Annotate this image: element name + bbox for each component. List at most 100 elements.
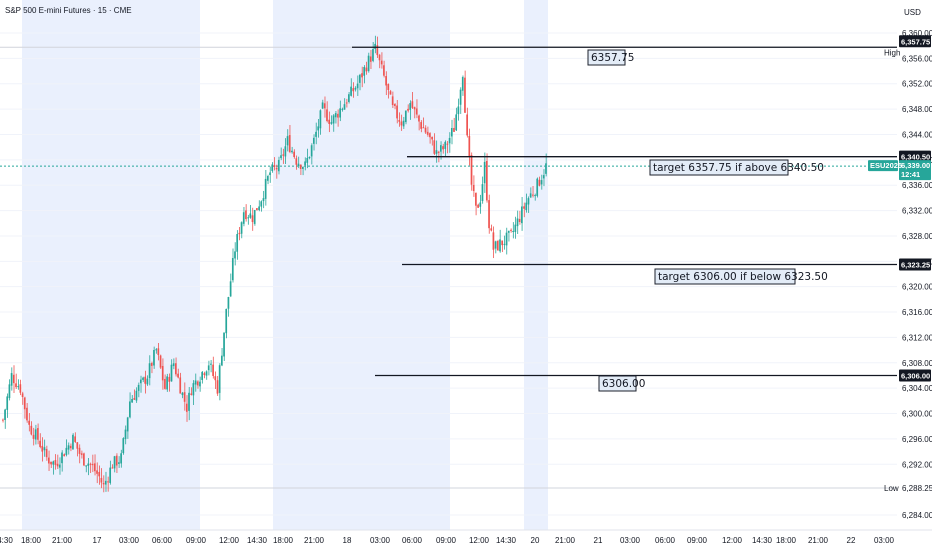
candle-body — [190, 393, 193, 395]
candle — [523, 202, 525, 218]
y-tick-label: 6,296.00 — [902, 435, 932, 444]
candle-body — [247, 217, 249, 219]
candle — [525, 193, 528, 213]
candle-body — [330, 122, 333, 124]
candle-body — [376, 45, 379, 56]
candle — [418, 114, 420, 131]
candle — [236, 230, 239, 260]
candle-body — [308, 157, 311, 159]
candle — [26, 403, 28, 423]
candle — [534, 193, 536, 201]
candle-body — [481, 184, 484, 202]
candle-body — [507, 230, 510, 233]
candle — [142, 376, 144, 383]
candle — [96, 462, 98, 484]
candle — [242, 206, 245, 227]
candle-body — [4, 409, 6, 420]
candle-body — [196, 381, 199, 386]
candle-body — [337, 113, 339, 118]
candle — [32, 427, 35, 446]
candle-body — [238, 232, 241, 235]
candle — [442, 143, 444, 154]
candle-body — [214, 376, 217, 381]
candle — [37, 423, 39, 445]
candle-body — [2, 419, 4, 421]
candle-body — [521, 206, 523, 224]
candle-body — [93, 463, 96, 472]
candle-body — [400, 121, 403, 126]
candle — [188, 387, 190, 421]
candle — [45, 445, 48, 461]
candle — [157, 343, 160, 361]
candle-body — [185, 403, 188, 412]
candle-body — [404, 110, 407, 123]
candle-body — [490, 228, 493, 231]
candle-body — [477, 204, 479, 208]
candle — [470, 152, 473, 191]
annotations[interactable]: 6357.75 target 6357.75 if above 6340.50 ta… — [587, 49, 828, 392]
candle — [199, 376, 201, 392]
candle — [216, 375, 219, 396]
candle — [400, 114, 403, 131]
candle-body — [251, 215, 254, 223]
candle-body — [126, 417, 129, 432]
candle-body — [350, 86, 352, 96]
annotation-bottom[interactable]: 6306.00 — [598, 375, 645, 392]
candle — [404, 110, 407, 125]
candle-body — [168, 376, 171, 382]
candle-body — [89, 463, 92, 465]
candle-body — [531, 194, 534, 196]
horizontal-levels[interactable] — [352, 46, 897, 377]
candle — [402, 116, 405, 129]
candle — [435, 140, 438, 163]
candle — [148, 355, 151, 386]
candle — [264, 169, 267, 206]
tag-level-lower-text: 6,323.25 — [901, 260, 930, 269]
candle — [483, 152, 486, 193]
candle-body — [205, 371, 208, 376]
candle-body — [361, 73, 363, 78]
candle-body — [444, 141, 447, 149]
candle-body — [284, 146, 287, 157]
candle — [10, 367, 13, 391]
y-tick-label: 6,328.00 — [902, 232, 932, 241]
candle — [426, 126, 429, 137]
x-tick-label: 12:00 — [469, 536, 490, 545]
annotation-lower[interactable]: target 6306.00 if below 6323.50 — [654, 268, 828, 285]
candle — [89, 462, 92, 473]
candle — [317, 119, 320, 138]
candle — [47, 450, 50, 471]
candle — [391, 91, 394, 109]
candle — [492, 226, 495, 259]
candle-body — [229, 281, 232, 297]
candle-body — [512, 231, 514, 233]
annotation-top[interactable]: 6357.75 — [587, 49, 634, 66]
candle — [251, 207, 254, 231]
candle — [455, 107, 458, 132]
candle-body — [69, 445, 72, 449]
annotation-top-box — [587, 49, 626, 66]
candle-body — [34, 429, 37, 440]
y-tick-label: 6,304.00 — [902, 384, 932, 393]
candle-body — [394, 104, 396, 106]
annotation-upper[interactable]: target 6357.75 if above 6340.50 — [649, 159, 824, 176]
candle — [367, 52, 370, 73]
x-tick-label: 14:30 — [496, 536, 517, 545]
candle-body — [540, 180, 543, 185]
candle-body — [78, 447, 81, 454]
candle — [137, 382, 140, 398]
candle-body — [304, 161, 306, 166]
candle-body — [479, 202, 482, 207]
candle — [43, 439, 46, 457]
candle — [354, 86, 357, 92]
currency-label[interactable]: USD — [904, 8, 921, 17]
candle-body — [295, 158, 298, 165]
annotation-lower-box — [654, 268, 796, 285]
candle-body — [455, 114, 458, 131]
y-tick-label: 6,344.00 — [902, 130, 932, 139]
candle — [161, 358, 164, 390]
candle-body — [157, 348, 160, 356]
candle-body — [387, 83, 390, 90]
